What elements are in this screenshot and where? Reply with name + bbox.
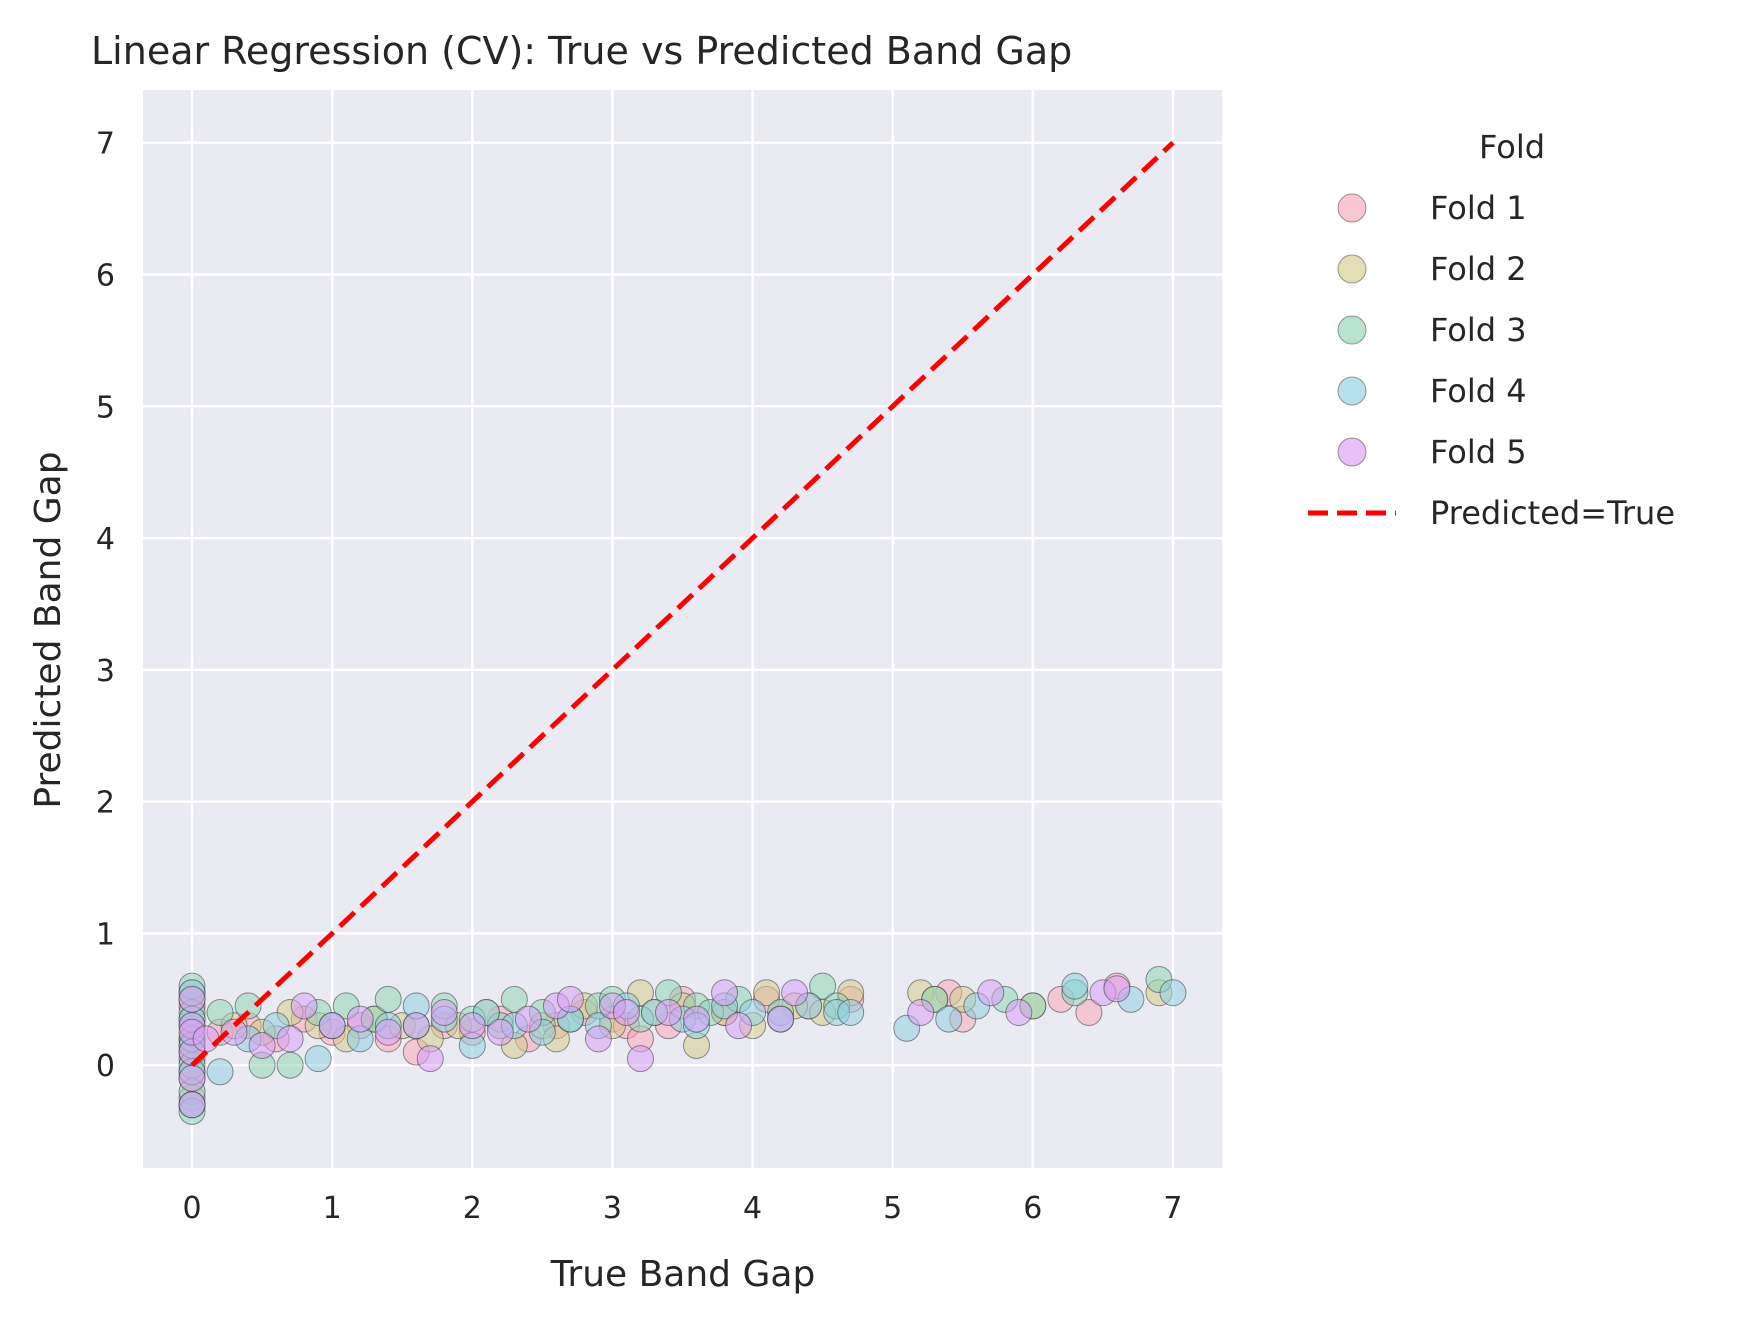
x-axis-label: True Band Gap	[550, 1254, 816, 1295]
data-point	[626, 1045, 654, 1073]
y-tick-label: 4	[96, 522, 115, 557]
y-axis-label: Predicted Band Gap	[28, 451, 69, 808]
data-point	[318, 1012, 346, 1040]
legend-marker	[1337, 376, 1367, 406]
data-point	[837, 998, 865, 1026]
legend-label: Fold 1	[1430, 189, 1527, 227]
data-point	[276, 1025, 304, 1053]
data-point	[907, 998, 935, 1026]
legend-label: Fold 5	[1430, 433, 1527, 471]
x-tick-label: 2	[463, 1191, 482, 1226]
data-point	[767, 1005, 795, 1033]
data-point	[178, 985, 206, 1013]
tick-labels: 0 1 2 3 4 5 6 7 0 1 2 3 4 5 6 7	[96, 127, 1183, 1226]
y-tick-label: 2	[96, 786, 115, 821]
data-point	[276, 1051, 304, 1079]
data-point	[374, 985, 402, 1013]
data-point	[416, 1045, 444, 1073]
data-point	[725, 1012, 753, 1040]
data-point	[1159, 979, 1187, 1007]
legend-title: Fold	[1479, 128, 1545, 166]
data-point	[711, 979, 739, 1007]
data-point	[1075, 998, 1103, 1026]
legend-marker	[1337, 315, 1367, 345]
x-tick-label: 0	[182, 1191, 201, 1226]
data-point	[374, 1018, 402, 1046]
x-tick-label: 7	[1163, 1191, 1182, 1226]
legend-label: Fold 3	[1430, 311, 1527, 349]
data-point	[458, 1012, 486, 1040]
reference-line-group	[190, 140, 1175, 1068]
data-point	[248, 1031, 276, 1059]
data-point	[977, 979, 1005, 1007]
data-point	[290, 992, 318, 1020]
data-point	[584, 1025, 612, 1053]
data-point	[556, 985, 584, 1013]
data-point	[178, 1091, 206, 1119]
legend-marker	[1337, 193, 1367, 223]
data-point	[683, 1005, 711, 1033]
y-tick-label: 7	[96, 127, 115, 162]
data-point	[234, 992, 262, 1020]
x-tick-label: 1	[323, 1191, 342, 1226]
data-point	[346, 1005, 374, 1033]
data-point	[178, 1064, 206, 1092]
reference-line	[190, 140, 1175, 1068]
legend-label: Fold 2	[1430, 250, 1527, 288]
data-point	[402, 1012, 430, 1040]
data-points	[178, 966, 1187, 1125]
data-point	[753, 979, 781, 1007]
y-tick-label: 6	[96, 258, 115, 293]
data-point	[206, 1058, 234, 1086]
x-tick-label: 5	[883, 1191, 902, 1226]
data-point	[486, 1018, 514, 1046]
legend-marker	[1337, 254, 1367, 284]
data-point	[809, 972, 837, 1000]
data-point	[304, 1045, 332, 1073]
data-point	[514, 1005, 542, 1033]
legend-label: Fold 4	[1430, 372, 1527, 410]
data-point	[220, 1018, 248, 1046]
y-tick-label: 1	[96, 917, 115, 952]
data-point	[935, 1005, 963, 1033]
legend-marker	[1337, 437, 1367, 467]
x-tick-label: 3	[603, 1191, 622, 1226]
data-point	[1061, 972, 1089, 1000]
x-tick-label: 4	[743, 1191, 762, 1226]
data-point	[206, 998, 234, 1026]
data-point	[192, 1025, 220, 1053]
data-point	[654, 998, 682, 1026]
legend: Fold Fold 1 Fold 2 Fold 3 Fold 4 Fold 5 Predi…	[1308, 128, 1675, 532]
chart-title: Linear Regression (CV): True vs Predicte…	[91, 29, 1072, 73]
x-tick-label: 6	[1023, 1191, 1042, 1226]
y-tick-label: 0	[96, 1049, 115, 1084]
legend-label: Predicted=True	[1430, 494, 1675, 532]
data-point	[612, 998, 640, 1026]
data-point	[1103, 975, 1131, 1003]
data-point	[781, 979, 809, 1007]
data-point	[1005, 998, 1033, 1026]
y-tick-label: 3	[96, 654, 115, 689]
data-point	[430, 998, 458, 1026]
y-tick-label: 5	[96, 390, 115, 425]
